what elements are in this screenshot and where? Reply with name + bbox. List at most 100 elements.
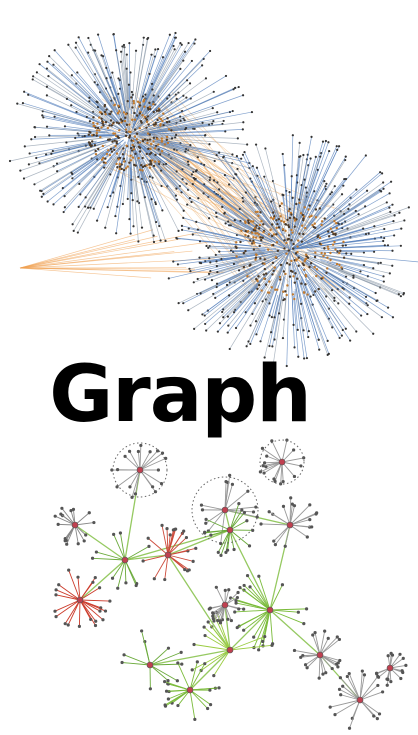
node [326, 256, 329, 259]
edge [294, 156, 321, 235]
edge [188, 228, 262, 245]
node [271, 261, 275, 265]
edge [299, 185, 344, 239]
edge [269, 609, 304, 625]
node [136, 141, 140, 144]
edge [273, 296, 284, 364]
node [124, 112, 128, 116]
node [238, 586, 242, 590]
edge [242, 154, 284, 237]
edge [140, 147, 312, 263]
node [67, 568, 71, 572]
edge [233, 286, 258, 313]
node [104, 226, 107, 229]
node [120, 167, 123, 171]
node [130, 96, 133, 99]
node [122, 43, 126, 47]
node [304, 607, 309, 611]
node [252, 239, 255, 243]
node [45, 85, 49, 88]
node [44, 153, 48, 156]
node [74, 41, 78, 44]
edge [87, 141, 127, 208]
edge [270, 201, 281, 225]
node [264, 465, 268, 469]
node [224, 222, 227, 225]
edge [94, 82, 118, 116]
edge [224, 604, 231, 651]
node [132, 139, 135, 142]
node [88, 141, 92, 145]
node [115, 485, 119, 489]
node [148, 687, 152, 691]
node [317, 676, 321, 680]
node [246, 230, 250, 233]
node [252, 635, 256, 639]
node [187, 163, 190, 166]
node [344, 155, 347, 158]
edge [291, 171, 381, 249]
node [227, 294, 231, 297]
node [212, 674, 216, 678]
edge [253, 609, 271, 648]
edge [46, 95, 101, 121]
node [160, 451, 165, 455]
ring [112, 442, 168, 498]
edge [207, 621, 231, 651]
node [347, 207, 350, 211]
hub [386, 664, 394, 672]
node [324, 185, 327, 188]
edge [311, 277, 357, 332]
edge [139, 163, 160, 227]
node [232, 88, 235, 91]
node [242, 265, 246, 269]
edge [168, 144, 310, 258]
node [157, 143, 160, 146]
node [283, 544, 287, 548]
node [145, 118, 149, 121]
edge [205, 509, 226, 524]
edge [271, 440, 283, 463]
node [362, 251, 366, 254]
node [145, 126, 148, 129]
node [237, 502, 241, 506]
node [170, 137, 174, 140]
edge [71, 151, 104, 173]
node [215, 260, 218, 263]
node [110, 150, 114, 153]
node [39, 189, 42, 192]
edge [335, 215, 395, 236]
node [208, 217, 211, 220]
edge [127, 158, 130, 199]
node [185, 569, 190, 573]
node [133, 163, 136, 167]
node [262, 230, 265, 234]
node [223, 211, 226, 214]
node [268, 314, 271, 317]
edge [79, 599, 101, 612]
node [231, 109, 234, 113]
node [202, 192, 205, 195]
node [152, 234, 155, 237]
edge [204, 529, 231, 533]
edge [55, 589, 81, 601]
edge [167, 547, 196, 556]
node [313, 265, 316, 269]
node [164, 456, 168, 460]
edge [229, 509, 243, 531]
edge [213, 180, 264, 226]
node [242, 200, 245, 203]
edge [189, 197, 281, 246]
node [376, 675, 381, 679]
node [64, 538, 68, 542]
edge [332, 210, 357, 225]
node [236, 137, 239, 140]
node [234, 245, 237, 248]
node [154, 48, 157, 51]
node [288, 191, 291, 194]
edge [166, 110, 233, 127]
edge [23, 144, 107, 179]
node [245, 573, 250, 578]
node [177, 229, 180, 232]
edge [359, 676, 379, 701]
